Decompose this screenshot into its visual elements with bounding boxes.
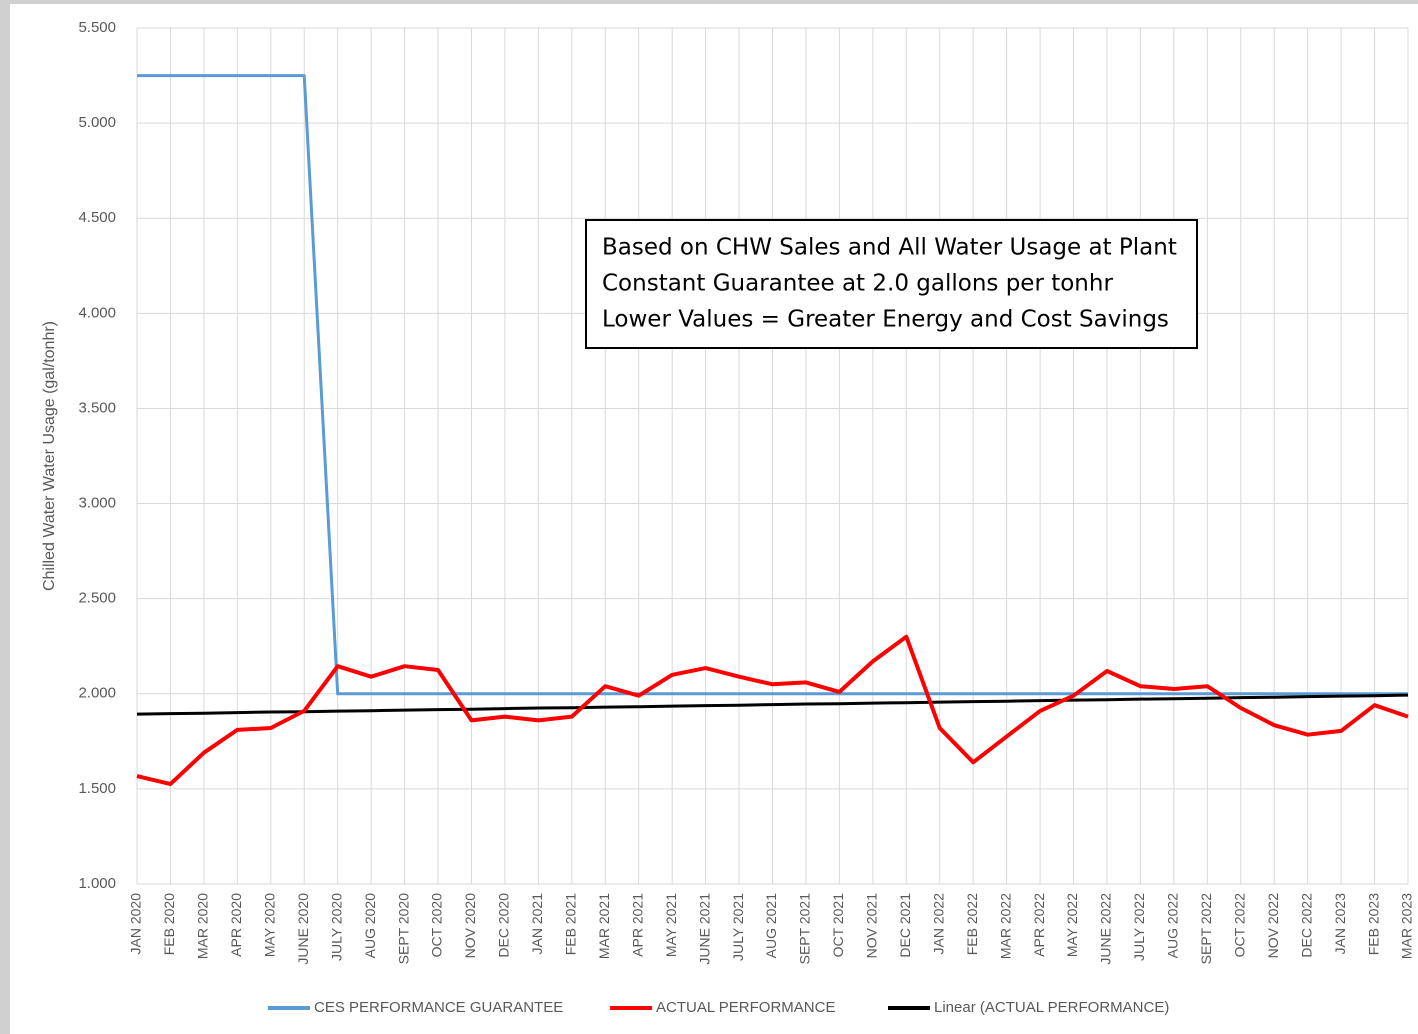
x-tick-label: JAN 2023 (1332, 893, 1348, 955)
x-tick-label: MAY 2020 (261, 893, 277, 957)
x-tick-label: MAY 2021 (663, 893, 679, 957)
y-tick-label: 1.500 (78, 780, 116, 797)
y-tick-label: 4.500 (78, 209, 116, 226)
x-tick-label: FEB 2020 (161, 893, 177, 955)
y-tick-label: 3.000 (78, 495, 116, 512)
x-tick-label: JAN 2021 (529, 893, 545, 955)
x-tick-label: JULY 2022 (1131, 893, 1147, 961)
x-tick-label: FEB 2021 (563, 893, 579, 955)
x-tick-label: JULY 2021 (730, 893, 746, 961)
x-tick-label: JAN 2022 (930, 893, 946, 955)
x-tick-label: SEPT 2022 (1198, 893, 1214, 965)
x-tick-label: JUNE 2021 (696, 893, 712, 965)
x-tick-label: APR 2020 (228, 893, 244, 957)
x-tick-label: OCT 2020 (429, 893, 445, 958)
x-tick-label: AUG 2022 (1165, 893, 1181, 959)
y-tick-label: 4.000 (78, 304, 116, 321)
x-tick-label: DEC 2020 (496, 893, 512, 958)
x-tick-label: JULY 2020 (328, 893, 344, 961)
annotation-text: Based on CHW Sales and All Water Usage a… (602, 235, 1177, 261)
x-tick-label: DEC 2022 (1298, 893, 1314, 958)
x-tick-label: MAR 2023 (1399, 893, 1415, 959)
x-tick-label: MAR 2021 (596, 893, 612, 959)
x-tick-label: MAR 2022 (997, 893, 1013, 959)
y-tick-label: 5.500 (78, 19, 116, 36)
x-tick-label: JUNE 2020 (295, 893, 311, 965)
x-tick-label: SEPT 2020 (395, 893, 411, 965)
y-tick-label: 2.500 (78, 590, 116, 607)
x-tick-label: APR 2021 (629, 893, 645, 957)
x-tick-label: MAR 2020 (195, 893, 211, 959)
y-tick-label: 2.000 (78, 685, 116, 702)
x-tick-label: SEPT 2021 (797, 893, 813, 965)
x-tick-label: DEC 2021 (897, 893, 913, 958)
x-tick-label: NOV 2020 (462, 893, 478, 959)
y-tick-label: 1.000 (78, 875, 116, 892)
x-tick-label: FEB 2022 (964, 893, 980, 955)
annotation-text: Constant Guarantee at 2.0 gallons per to… (602, 271, 1113, 297)
annotation-border (585, 219, 1198, 349)
annotation-text: Lower Values = Greater Energy and Cost S… (602, 307, 1169, 333)
legend-label: Linear (ACTUAL PERFORMANCE) (934, 999, 1169, 1016)
y-tick-label: 3.500 (78, 399, 116, 416)
y-axis-label: Chilled Water Water Usage (gal/tonhr) (41, 321, 58, 591)
x-tick-label: FEB 2023 (1365, 893, 1381, 955)
series-line (136, 634, 1409, 787)
y-tick-label: 5.000 (78, 114, 116, 131)
x-tick-label: MAY 2022 (1064, 893, 1080, 957)
x-tick-label: NOV 2022 (1265, 893, 1281, 959)
legend-label: CES PERFORMANCE GUARANTEE (314, 999, 563, 1016)
series-line (137, 74, 1408, 696)
frame-left (0, 0, 10, 1034)
x-tick-label: OCT 2021 (830, 893, 846, 958)
x-tick-label: NOV 2021 (864, 893, 880, 959)
x-tick-label: AUG 2021 (763, 893, 779, 959)
x-tick-label: APR 2022 (1031, 893, 1047, 957)
x-tick-label: OCT 2022 (1231, 893, 1247, 958)
x-tick-label: AUG 2020 (362, 893, 378, 959)
series-line (136, 693, 1409, 716)
x-tick-label: JUNE 2022 (1098, 893, 1114, 965)
legend-label: ACTUAL PERFORMANCE (656, 999, 835, 1016)
x-tick-label: JAN 2020 (128, 893, 144, 955)
frame-top (0, 0, 1418, 4)
annotation-box: Based on CHW Sales and All Water Usage a… (585, 219, 1198, 349)
